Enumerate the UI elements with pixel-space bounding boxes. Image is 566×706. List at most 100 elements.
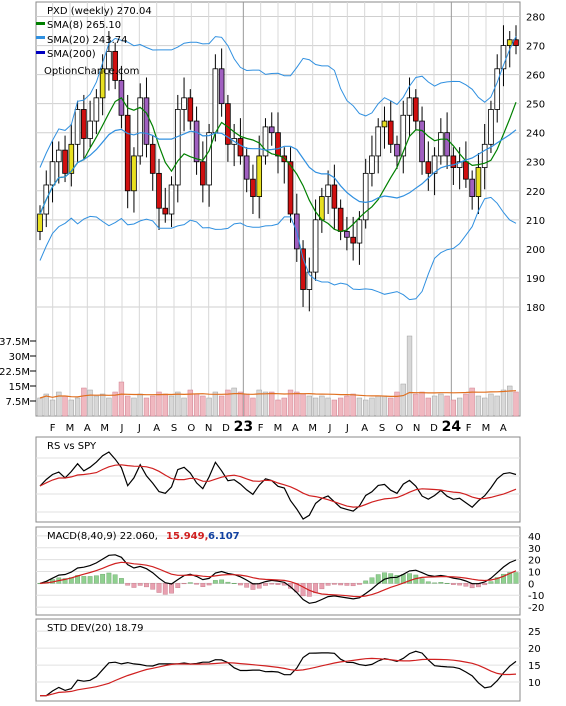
x-tick-label: O <box>187 423 195 434</box>
x-tick-label: J <box>120 423 124 434</box>
candle-body <box>106 50 112 70</box>
volume-bar <box>513 391 519 417</box>
macd-hist-bar <box>62 578 68 584</box>
macd-hist-bar <box>325 583 331 586</box>
legend-sma200-label: SMA(200) <box>47 49 96 60</box>
volume-bar <box>363 399 369 417</box>
macd-hist-bar <box>344 583 350 586</box>
volume-tick-label: 30M <box>9 352 30 363</box>
volume-bar <box>337 397 344 417</box>
macd-hist-bar <box>482 583 488 586</box>
macd-hist-bar <box>269 583 275 585</box>
candle-body <box>156 172 162 209</box>
candle-body <box>475 167 482 197</box>
macd-hist-bar <box>181 583 187 585</box>
candle-body <box>256 155 263 197</box>
x-tick-label: J <box>345 423 349 434</box>
candle-body <box>200 161 206 186</box>
volume-bar <box>244 393 250 417</box>
volume-bar <box>43 393 49 417</box>
macd-hist-bar <box>488 581 494 584</box>
volume-bar <box>231 387 237 417</box>
stddev-tick-label: 10 <box>528 678 541 689</box>
volume-bar <box>294 391 300 417</box>
candle-body <box>412 97 419 122</box>
rs-panel-frame <box>35 436 521 523</box>
candle-body <box>162 207 169 215</box>
candle-body <box>425 161 432 174</box>
candle-body <box>243 155 250 180</box>
volume-bar <box>181 397 187 417</box>
volume-bar <box>388 397 394 417</box>
x-tick-label: M <box>308 423 317 434</box>
macd-hist-bar <box>382 572 387 584</box>
macd-hist-bar <box>444 583 450 585</box>
price-tick-label: 270 <box>526 42 545 53</box>
macd-hist-bar <box>507 572 513 584</box>
volume-bar <box>275 399 281 417</box>
volume-bar <box>287 389 294 417</box>
macd-hist-bar <box>263 583 268 586</box>
volume-bar <box>87 389 93 417</box>
candle-body <box>369 155 375 174</box>
volume-bar <box>300 393 306 417</box>
price-tick-label: 190 <box>526 274 545 285</box>
volume-bar <box>49 399 56 417</box>
macd-hist-bar <box>394 575 400 584</box>
volume-bar <box>193 393 200 417</box>
candle-body <box>37 213 43 232</box>
bollinger-upper-line <box>39 36 517 168</box>
legend-sma8-label: SMA(8) 265.10 <box>47 20 121 31</box>
volume-bars <box>37 335 519 417</box>
candle-body <box>406 97 413 116</box>
rs-title: RS vs SPY <box>47 441 97 452</box>
macd-hist-bar <box>119 578 124 584</box>
volume-bar <box>456 397 463 417</box>
volume-bar <box>262 391 269 417</box>
candle-body <box>174 109 181 186</box>
macd-hist-bar <box>162 583 168 595</box>
macd-tick-label: -20 <box>528 603 544 614</box>
candle-body <box>319 196 325 221</box>
volume-bar <box>56 391 62 417</box>
candle-body <box>237 138 244 157</box>
stddev-y-axis: 25 20 15 10 <box>528 627 541 689</box>
macd-hist-bar <box>125 583 131 586</box>
macd-hist-bar <box>144 583 149 588</box>
volume-bar <box>68 399 74 417</box>
x-tick-label: F <box>50 423 56 434</box>
volume-bar <box>250 397 256 417</box>
volume-bar <box>431 395 438 417</box>
macd-hist-bar <box>87 576 93 584</box>
volume-bar <box>344 395 350 417</box>
x-tick-label: J <box>137 423 141 434</box>
macd-hist-bar <box>457 583 463 586</box>
candle-body <box>463 161 469 180</box>
candle-body <box>275 132 281 157</box>
macd-hist-bar <box>369 577 375 584</box>
macd-hist-bar <box>100 573 106 584</box>
volume-bar <box>281 397 287 417</box>
candle-body <box>124 114 131 192</box>
volume-bar <box>99 393 106 417</box>
candle-body <box>362 172 369 221</box>
macd-hist-bar <box>419 578 425 584</box>
macd-hist-bar <box>231 583 237 584</box>
candle-body <box>494 68 501 110</box>
x-tick-label: M <box>66 423 75 434</box>
macd-hist-bar <box>438 582 444 584</box>
volume-bar <box>187 389 193 417</box>
candle-body <box>375 126 382 157</box>
candle-body <box>193 120 200 163</box>
candle-body <box>506 39 513 46</box>
candle-body <box>481 143 488 168</box>
macd-hist-bar <box>238 583 243 586</box>
volume-bar <box>62 395 68 417</box>
macd-hist-bar <box>137 583 143 586</box>
volume-bar <box>200 395 206 417</box>
candle-body <box>500 45 507 70</box>
legend-sma20-label: SMA(20) 243.74 <box>47 35 128 46</box>
volume-average-line <box>39 390 517 399</box>
x-tick-label: A <box>500 423 507 434</box>
